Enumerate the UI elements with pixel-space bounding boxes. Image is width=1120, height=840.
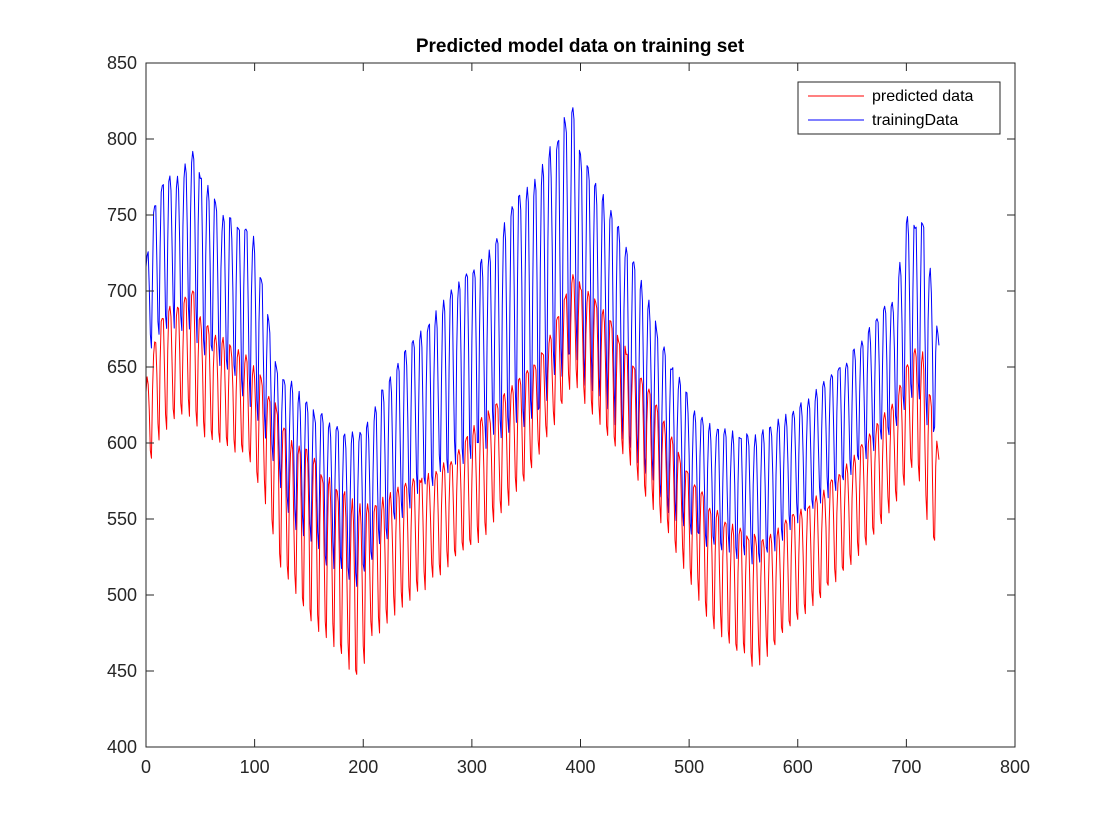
x-tick-label: 600	[783, 757, 813, 777]
y-tick-label: 450	[107, 661, 137, 681]
legend-box	[797, 81, 1001, 135]
series-training-data-line	[145, 107, 940, 587]
legend-label-predicted-data: predicted data	[872, 88, 974, 105]
y-tick-label: 600	[107, 433, 137, 453]
x-tick-label: 500	[674, 757, 704, 777]
y-tick-label: 850	[107, 53, 137, 73]
x-axis: 0 100 200 300 400 500 600 700 800	[141, 63, 1030, 777]
y-tick-label: 750	[107, 205, 137, 225]
x-tick-label: 400	[565, 757, 595, 777]
y-tick-label: 400	[107, 737, 137, 757]
y-tick-label: 550	[107, 509, 137, 529]
y-tick-label: 500	[107, 585, 137, 605]
series-predicted-data-line	[145, 274, 940, 675]
legend: predicted data trainingData	[797, 81, 1001, 135]
x-tick-label: 700	[891, 757, 921, 777]
y-tick-label: 700	[107, 281, 137, 301]
legend-label-training-data: trainingData	[872, 112, 958, 129]
x-tick-label: 100	[240, 757, 270, 777]
plot-area-border	[145, 62, 1016, 748]
y-axis: 400 450 500 550 600 650 700 750 800 850	[107, 53, 1015, 757]
series-layer	[145, 107, 940, 675]
x-tick-label: 200	[348, 757, 378, 777]
y-tick-label: 800	[107, 129, 137, 149]
chart-title: Predicted model data on training set	[416, 36, 745, 57]
y-tick-label: 650	[107, 357, 137, 377]
x-tick-label: 0	[141, 757, 151, 777]
x-tick-label: 300	[457, 757, 487, 777]
x-tick-label: 800	[1000, 757, 1030, 777]
